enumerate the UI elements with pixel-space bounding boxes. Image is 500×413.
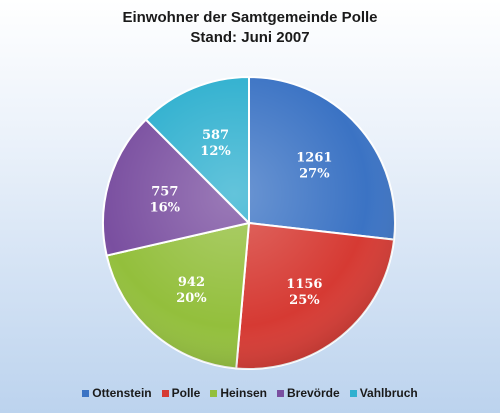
legend-label: Heinsen (220, 386, 267, 400)
legend-label: Brevörde (287, 386, 340, 400)
slice-percent-label-vahlbruch: 12% (200, 144, 231, 159)
chart-title: Einwohner der Samtgemeinde Polle Stand: … (0, 8, 500, 48)
pie-slices (102, 75, 396, 370)
legend-label: Ottenstein (92, 386, 152, 400)
legend-label: Vahlbruch (359, 386, 418, 400)
legend-swatch (161, 389, 169, 397)
legend-item-polle: Polle (161, 386, 201, 400)
slice-value-label-ottenstein: 1261 (296, 151, 332, 166)
chart-subtitle: Stand: Juni 2007 (190, 29, 310, 46)
slice-percent-label-ottenstein: 27% (299, 167, 330, 182)
slice-value-label-polle: 1156 (286, 277, 322, 292)
slice-value-label-heinsen: 942 (178, 275, 205, 290)
slice-percent-label-heinsen: 20% (176, 291, 207, 306)
legend-label: Polle (171, 386, 201, 400)
legend-swatch (82, 389, 90, 397)
slice-value-label-brevörde: 757 (151, 185, 178, 200)
legend-swatch (210, 389, 218, 397)
chart-title-line1: Einwohner der Samtgemeinde Polle (122, 9, 378, 26)
legend-swatch (349, 389, 357, 397)
slice-value-label-vahlbruch: 587 (202, 128, 229, 143)
legend-item-vahlbruch: Vahlbruch (349, 386, 418, 400)
legend-item-brevörde: Brevörde (277, 386, 340, 400)
slice-percent-label-brevörde: 16% (150, 201, 181, 216)
legend: Ottenstein Polle Heinsen Brevörde Vahlbruch (0, 384, 500, 402)
legend-item-heinsen: Heinsen (210, 386, 267, 400)
legend-item-ottenstein: Ottenstein (82, 386, 152, 400)
legend-swatch (277, 389, 284, 397)
slice-percent-label-polle: 25% (289, 293, 320, 308)
